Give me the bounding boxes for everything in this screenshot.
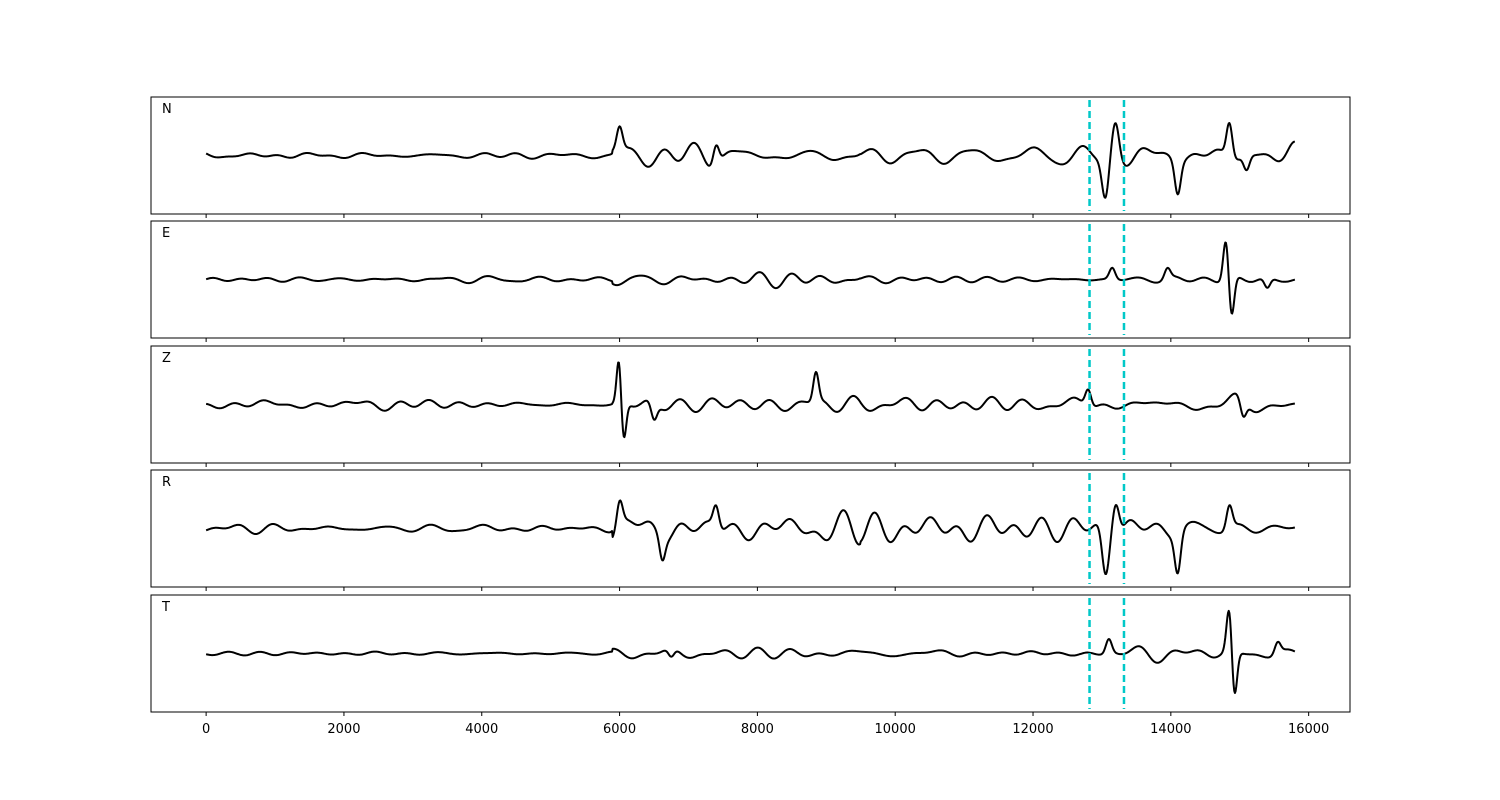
panel-n: N — [150, 96, 1351, 218]
panel-label-r: R — [162, 475, 171, 490]
waveform-r — [205, 499, 1296, 576]
waveform-e — [205, 241, 1296, 315]
panel-label-e: E — [162, 226, 170, 241]
x-tick-label: 4000 — [465, 722, 498, 737]
x-tick-label: 14000 — [1150, 722, 1191, 737]
panel-label-t: T — [161, 600, 170, 615]
panel-label-n: N — [162, 102, 172, 117]
panel-r: R — [150, 469, 1351, 591]
waveform-t — [205, 609, 1296, 694]
x-tick-label: 8000 — [741, 722, 774, 737]
waveform-n — [205, 122, 1296, 199]
panel-z: Z — [150, 345, 1351, 467]
x-tick-label: 16000 — [1288, 722, 1329, 737]
waveform-z — [205, 361, 1296, 439]
x-tick-label: 10000 — [875, 722, 916, 737]
panel-t: T — [150, 594, 1351, 716]
x-tick-label: 6000 — [603, 722, 636, 737]
x-tick-label: 2000 — [327, 722, 360, 737]
x-tick-label: 12000 — [1012, 722, 1053, 737]
x-tick-label: 0 — [202, 722, 210, 737]
panel-label-z: Z — [162, 351, 171, 366]
panel-e: E — [150, 220, 1351, 342]
panel-frame — [150, 469, 1351, 588]
panel-frame — [150, 345, 1351, 464]
